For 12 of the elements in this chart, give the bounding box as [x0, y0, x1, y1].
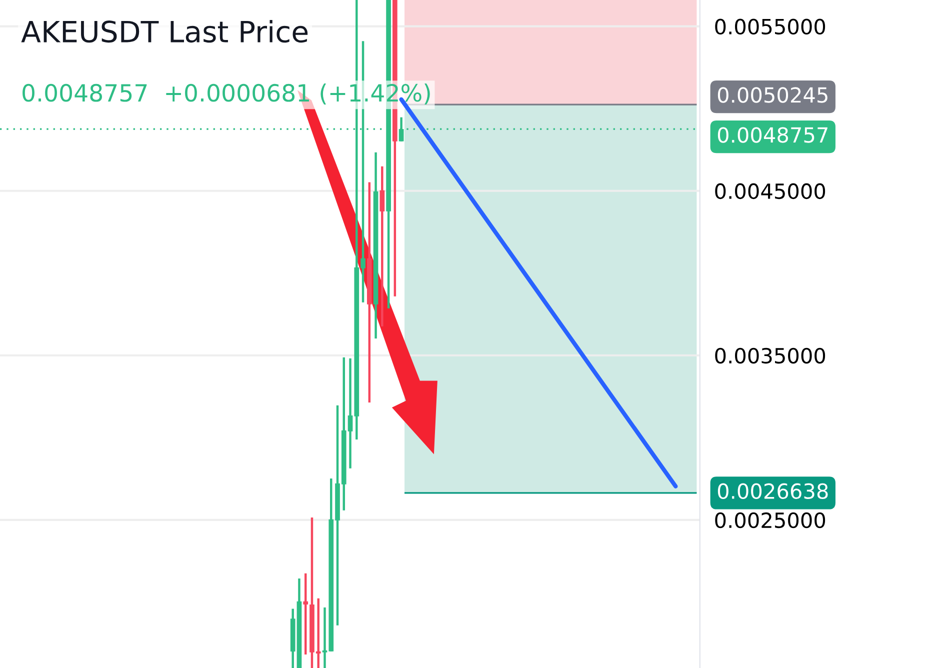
- annotation: 0.0048757 +0.0000681 (+1.42%): [22, 84, 430, 105]
- ref-line-label: 0.0026638: [718, 483, 828, 500]
- text: AKEUSDT Last Price: [21, 20, 308, 43]
- candlestick: [398, 116, 404, 142]
- y-tick-label: 0.0055000: [715, 18, 826, 35]
- candlestick: [303, 572, 308, 656]
- y-tick-label: 0.0045000: [715, 183, 826, 200]
- candlestick: [380, 165, 385, 328]
- ref-line-label: 0.0048757: [718, 127, 828, 143]
- ref-line-label: 0.0050245: [718, 87, 828, 103]
- y-tick-label: 0.0025000: [715, 512, 826, 528]
- y-tick-label: 0.0035000: [715, 348, 826, 364]
